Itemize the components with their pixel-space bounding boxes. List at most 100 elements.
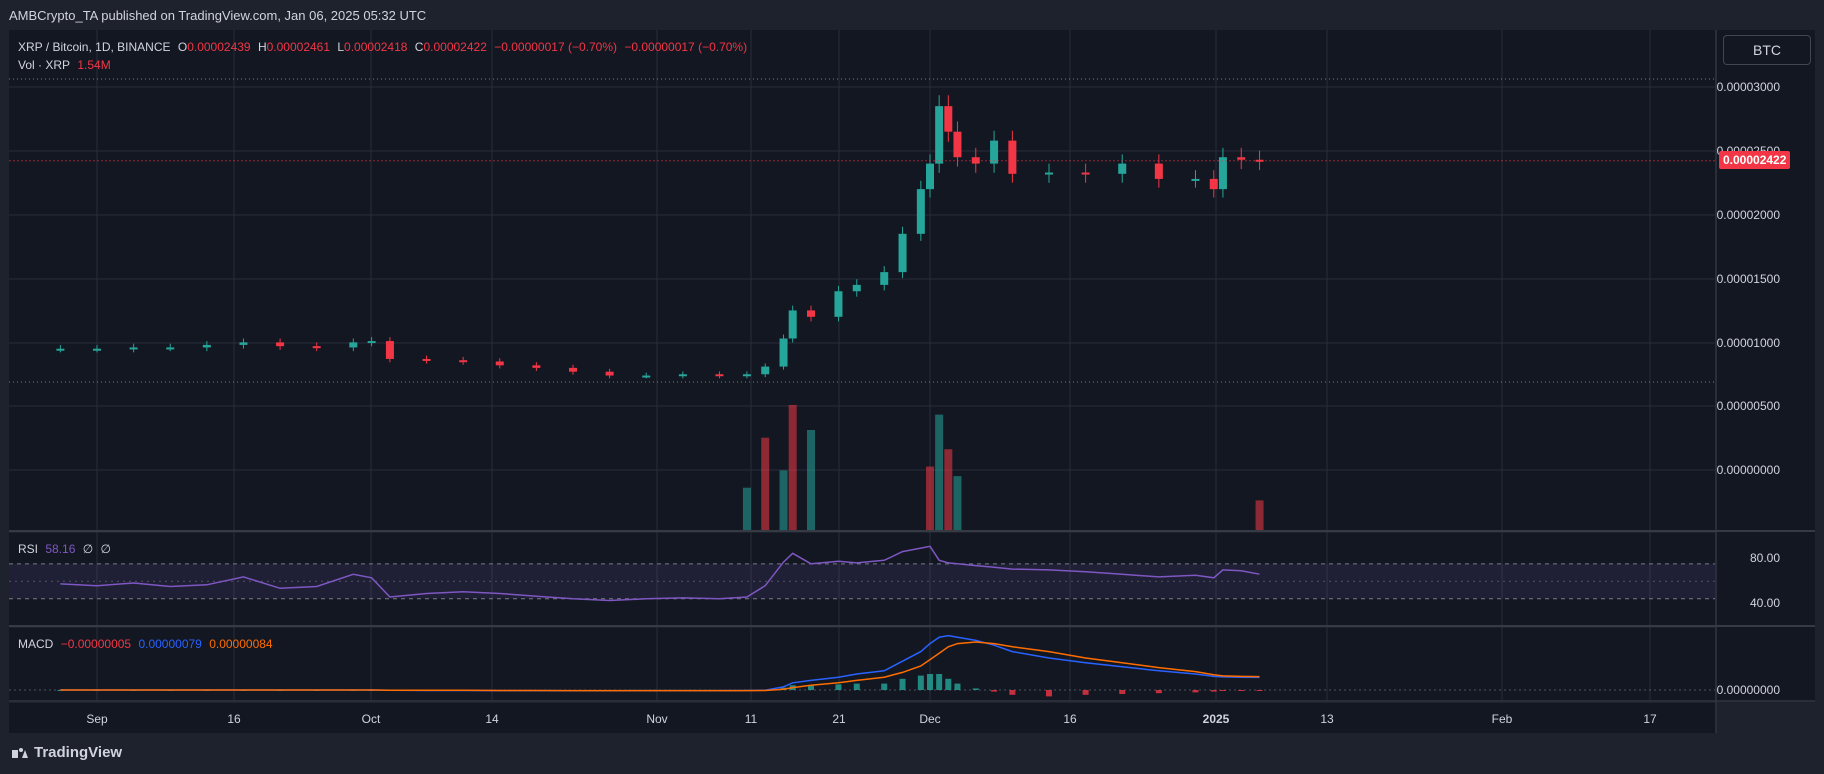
time-tick-11: 11 <box>744 712 758 726</box>
candle <box>898 233 907 273</box>
candle <box>93 348 101 351</box>
candle <box>1255 159 1264 162</box>
price-tick-5: 0.00000500 <box>1716 399 1780 413</box>
macd-hist-bar <box>954 683 961 690</box>
rsi-line <box>60 545 1260 602</box>
main-legend: XRP / Bitcoin, 1D, BINANCE O0.00002439 H… <box>18 40 751 54</box>
macd-hist-bar <box>57 690 64 691</box>
close-label: C <box>414 40 424 54</box>
volume-bar <box>761 437 770 530</box>
candle <box>715 374 724 377</box>
rsi-tick-80: 80.00 <box>1749 551 1780 565</box>
price-tick-4: 0.00001000 <box>1716 336 1780 350</box>
candle <box>459 360 468 363</box>
time-tick-feb: Feb <box>1491 712 1513 726</box>
macd-hist-bar <box>936 674 943 690</box>
volume-legend: Vol · XRP 1.54M <box>18 58 115 72</box>
time-axis-pane[interactable] <box>9 703 1715 733</box>
candle <box>532 365 541 368</box>
candle <box>779 338 788 367</box>
macd-hist-bar <box>1046 690 1052 697</box>
time-tick-16b: 16 <box>1063 712 1077 726</box>
macd-hist-bar <box>1192 690 1199 693</box>
volume-bar <box>926 466 934 530</box>
macd-hist-bar <box>1009 690 1016 695</box>
change-value: −0.00000017 (−0.70%) <box>494 40 617 54</box>
volume-bar <box>742 487 751 530</box>
candle <box>1118 163 1127 174</box>
candle <box>953 131 962 158</box>
candle <box>1218 157 1227 190</box>
macd-hist-bar <box>1238 690 1245 691</box>
currency-button[interactable]: BTC <box>1723 35 1811 65</box>
candle <box>761 366 770 375</box>
candle <box>129 347 138 350</box>
macd-label[interactable]: MACD <box>18 637 54 651</box>
macd-line-value: 0.00000079 <box>138 637 202 651</box>
macd-hist-bar <box>808 685 814 690</box>
candle <box>495 361 504 366</box>
price-axis-pane[interactable] <box>1717 30 1815 700</box>
time-tick-sep: Sep <box>86 712 108 726</box>
close-value: 0.00002422 <box>423 40 487 54</box>
publisher-line: AMBCrypto_TA published on TradingView.co… <box>9 8 427 23</box>
rsi-tick-40: 40.00 <box>1749 596 1780 610</box>
tradingview-footer[interactable]: TradingView <box>12 744 122 761</box>
volume-bar <box>935 414 944 530</box>
candle <box>166 347 175 350</box>
candle <box>788 310 797 339</box>
symbol-label[interactable]: XRP / Bitcoin, 1D, BINANCE <box>18 40 171 54</box>
macd-hist-bar <box>917 675 924 690</box>
time-tick-13: 13 <box>1320 712 1334 726</box>
rsi-pane[interactable] <box>9 533 1715 625</box>
candle <box>1191 178 1200 181</box>
candle <box>1081 172 1090 175</box>
candle <box>1209 178 1218 190</box>
price-tick-0: 0.00003000 <box>1716 80 1780 94</box>
candle <box>944 106 953 132</box>
candle <box>642 375 651 378</box>
candle <box>1045 172 1053 175</box>
macd-hist-bar <box>1119 690 1126 694</box>
rsi-label[interactable]: RSI <box>18 542 39 556</box>
candle <box>971 157 980 164</box>
candle <box>385 341 394 359</box>
volume-bar <box>788 405 797 530</box>
high-label: H <box>257 40 267 54</box>
candle <box>852 284 861 292</box>
candle <box>239 342 248 345</box>
low-label: L <box>337 40 345 54</box>
macd-hist-bar <box>899 678 906 690</box>
change-value-2: −0.00000017 (−0.70%) <box>624 40 748 54</box>
price-pane[interactable] <box>9 30 1715 530</box>
volume-bar <box>779 470 788 530</box>
candle <box>807 310 815 317</box>
high-value: 0.00002461 <box>266 40 331 54</box>
macd-signal-value: 0.00000084 <box>209 637 273 651</box>
rsi-ext-1: ∅ <box>82 542 94 556</box>
macd-hist-bar <box>1155 690 1162 694</box>
macd-legend: MACD −0.00000005 0.00000079 0.00000084 <box>18 637 277 651</box>
volume-bar <box>953 476 962 530</box>
time-tick-21: 21 <box>832 712 846 726</box>
candle <box>605 371 614 376</box>
macd-hist-bar <box>853 683 860 690</box>
time-tick-16: 16 <box>227 712 241 726</box>
time-tick-nov: Nov <box>646 712 668 726</box>
volume-bar <box>1255 500 1264 530</box>
tradingview-logo-icon <box>12 747 28 758</box>
time-tick-17: 17 <box>1643 712 1657 726</box>
candle <box>276 342 285 347</box>
candle <box>1154 163 1163 179</box>
volume-label[interactable]: Vol · XRP <box>18 58 71 72</box>
candle <box>935 106 944 164</box>
candle <box>1008 140 1017 174</box>
macd-hist-bar <box>835 684 842 690</box>
low-value: 0.00002418 <box>344 40 408 54</box>
macd-hist-bar <box>1082 690 1089 695</box>
price-tick-3: 0.00001500 <box>1716 272 1780 286</box>
macd-pane[interactable] <box>9 628 1715 700</box>
candle <box>349 342 358 348</box>
open-label: O <box>177 40 188 54</box>
candle <box>834 291 843 317</box>
